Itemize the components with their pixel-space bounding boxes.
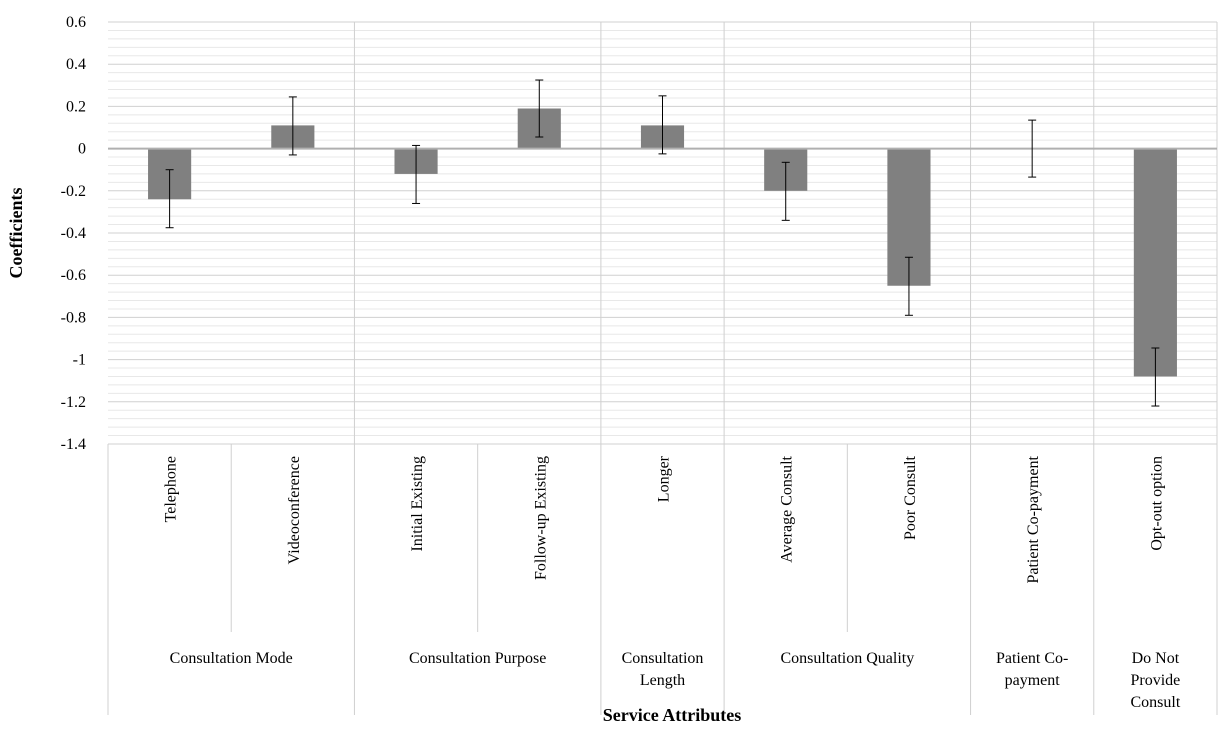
y-tick-label: 0.6 [66, 14, 86, 31]
group-label: Length [640, 672, 685, 689]
bar [1133, 148, 1177, 377]
group-label: Consultation Mode [170, 650, 293, 667]
group-separators [107, 22, 1218, 715]
group-label: Consultation Purpose [409, 650, 546, 667]
y-tick-label: -1.2 [61, 394, 86, 411]
category-label: Poor Consult [902, 455, 919, 540]
group-label: payment [1005, 672, 1061, 689]
category-label: Videoconference [286, 456, 303, 564]
y-tick-label: 0 [78, 141, 86, 158]
category-label: Opt-out option [1148, 456, 1165, 551]
y-tick-label: -1.4 [61, 436, 86, 453]
y-axis-title: Coefficients [6, 188, 26, 279]
y-tick-labels: 0.6 0.4 0.2 0 -0.2 -0.4 -0.6 -0.8 -1 -1.2 -1.4 [61, 14, 86, 453]
group-label: Patient Co- [996, 650, 1068, 667]
gridlines [108, 21, 1217, 445]
category-label: Telephone [163, 456, 180, 522]
y-tick-label: -0.6 [61, 267, 86, 284]
error-bars [165, 79, 1160, 407]
y-tick-label: -0.4 [61, 225, 86, 242]
x-axis-title: Service Attributes [603, 705, 741, 725]
category-label: Longer [656, 455, 673, 502]
group-label: Do Not [1132, 650, 1180, 667]
y-tick-label: -1 [73, 352, 86, 369]
y-tick-label: -0.8 [61, 309, 86, 326]
y-tick-label: 0.4 [66, 56, 86, 73]
category-label: Initial Existing [409, 456, 426, 552]
y-tick-label: 0.2 [66, 98, 86, 115]
group-label: Consultation [622, 650, 704, 667]
category-labels: Telephone Videoconference Initial Existing… [163, 455, 1166, 583]
group-label: Consult [1130, 694, 1180, 711]
group-label: Provide [1130, 672, 1180, 689]
category-label: Follow-up Existing [532, 456, 549, 580]
y-tick-label: -0.2 [61, 183, 86, 200]
category-label: Average Consult [779, 455, 796, 562]
category-label: Patient Co-payment [1025, 455, 1042, 583]
group-labels: Consultation Mode Consultation Purpose Con… [170, 650, 1181, 711]
group-label: Consultation Quality [780, 650, 914, 667]
